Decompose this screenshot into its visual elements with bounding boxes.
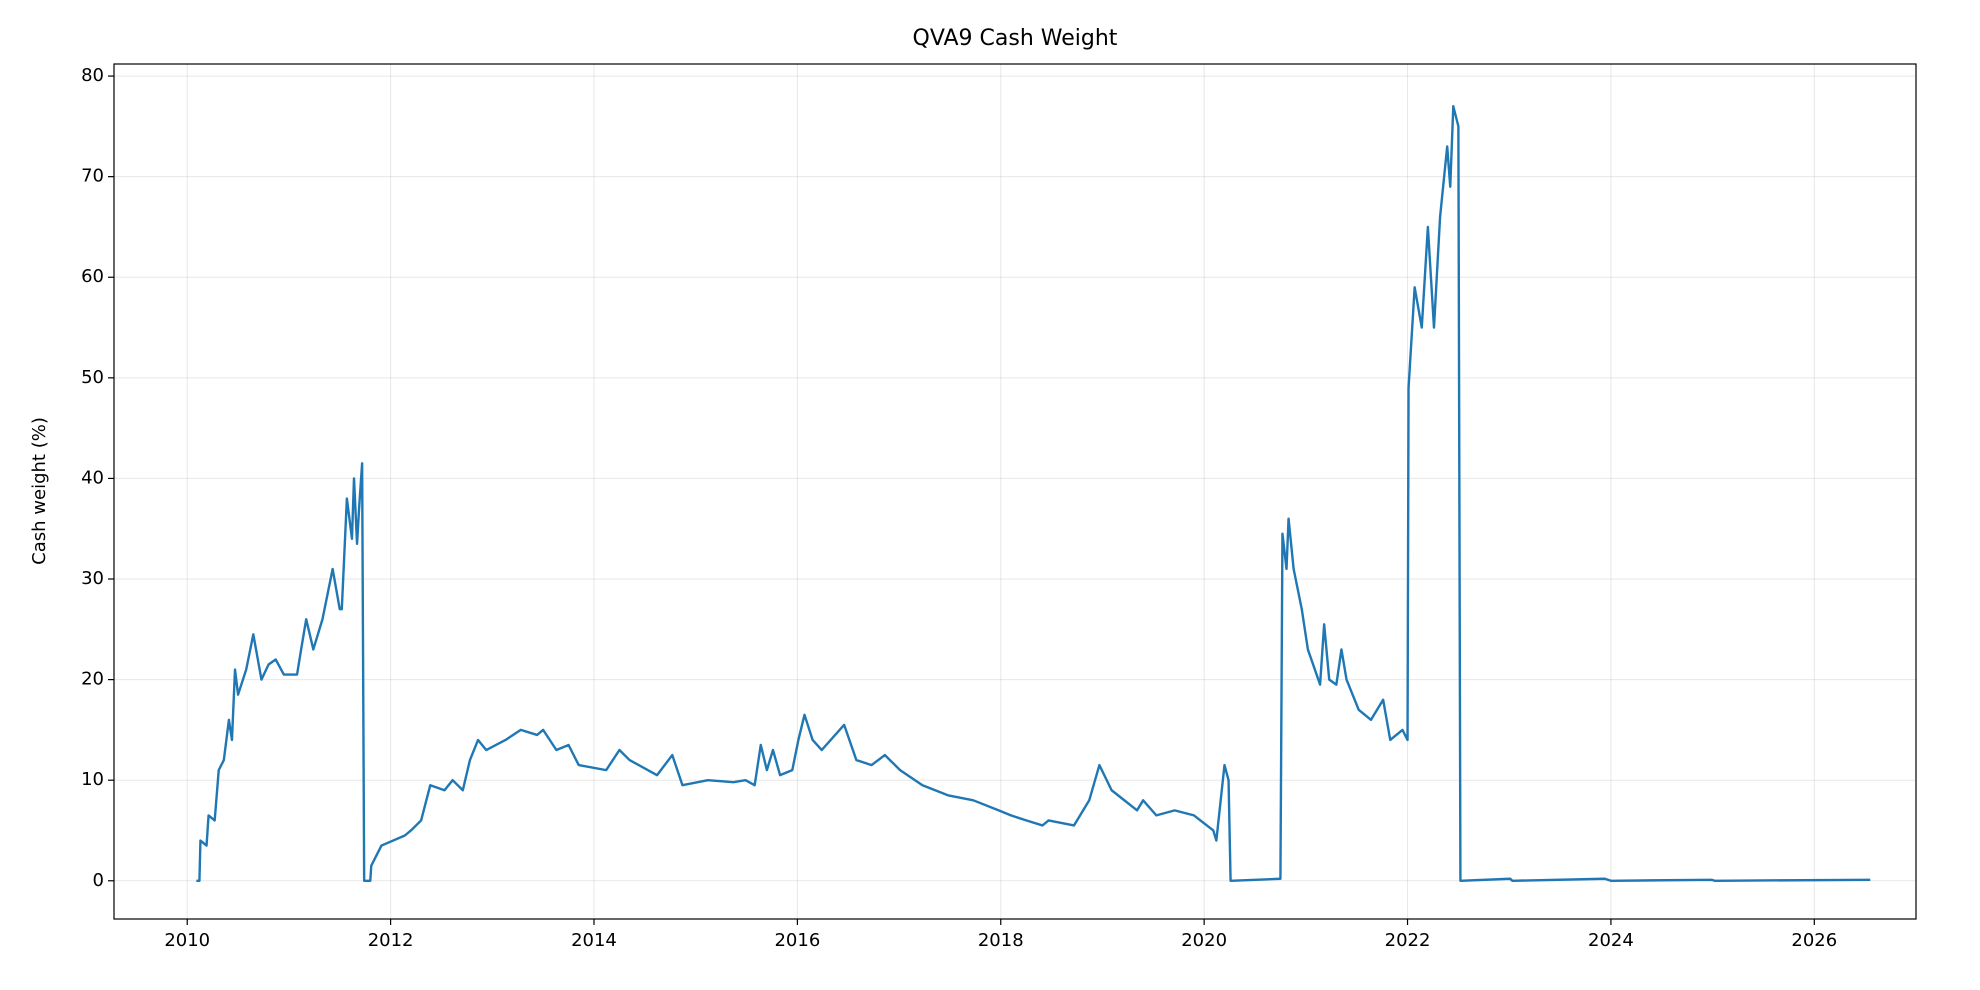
x-tick-label: 2024 bbox=[1588, 930, 1634, 951]
x-tick-label: 2026 bbox=[1791, 930, 1837, 951]
y-tick-label: 70 bbox=[81, 166, 104, 187]
chart-title: QVA9 Cash Weight bbox=[913, 26, 1118, 51]
y-tick-label: 20 bbox=[81, 669, 104, 690]
y-tick-label: 60 bbox=[81, 266, 104, 287]
x-tick-label: 2010 bbox=[164, 930, 210, 951]
x-tick-label: 2020 bbox=[1181, 930, 1227, 951]
y-tick-label: 30 bbox=[81, 568, 104, 589]
plot-frame bbox=[113, 63, 1917, 920]
x-tick-label: 2014 bbox=[571, 930, 617, 951]
y-tick-label: 40 bbox=[81, 467, 104, 488]
y-tick-label: 10 bbox=[81, 769, 104, 790]
x-tick-label: 2012 bbox=[368, 930, 414, 951]
x-tick-label: 2018 bbox=[978, 930, 1024, 951]
y-tick-label: 80 bbox=[81, 65, 104, 86]
x-tick-label: 2022 bbox=[1385, 930, 1431, 951]
y-tick-label: 50 bbox=[81, 367, 104, 388]
y-tick-label: 0 bbox=[93, 870, 104, 891]
y-axis-label: Cash weight (%) bbox=[29, 417, 50, 565]
line-series bbox=[196, 105, 1871, 882]
x-tick-label: 2016 bbox=[774, 930, 820, 951]
